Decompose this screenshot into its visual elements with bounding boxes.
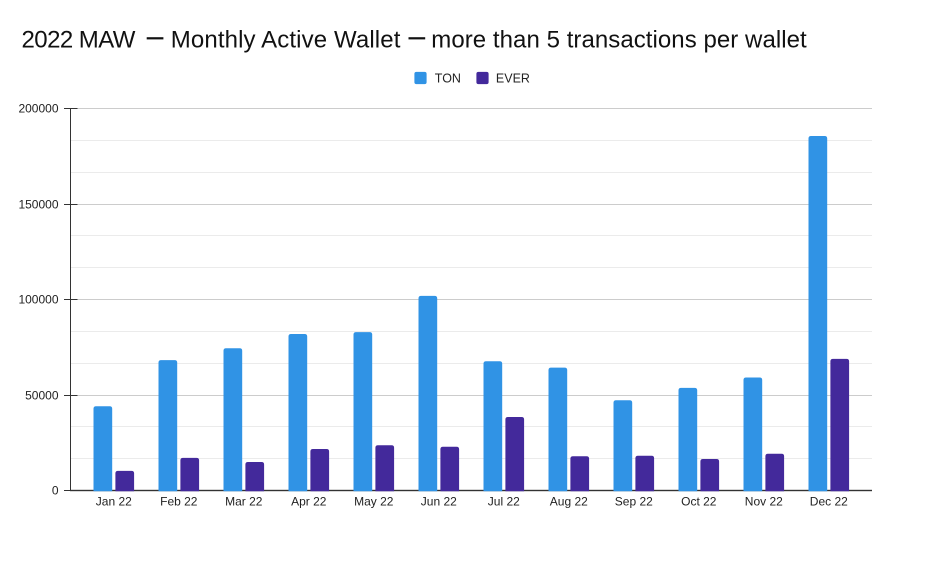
svg-text:50000: 50000 <box>25 389 59 403</box>
svg-text:Oct 22: Oct 22 <box>681 495 717 509</box>
svg-text:Mar 22: Mar 22 <box>225 495 263 509</box>
svg-text:EVER: EVER <box>496 72 530 86</box>
svg-text:100000: 100000 <box>18 293 58 307</box>
svg-text:Jun 22: Jun 22 <box>421 495 457 509</box>
svg-text:Apr 22: Apr 22 <box>291 495 327 509</box>
svg-text:May 22: May 22 <box>354 495 394 509</box>
svg-text:2022 MAW: 2022 MAW <box>22 27 136 54</box>
svg-text:Monthly Active Wallet: Monthly Active Wallet <box>171 27 401 54</box>
svg-text:Aug 22: Aug 22 <box>550 495 588 509</box>
svg-text:200000: 200000 <box>18 102 58 116</box>
svg-text:Nov 22: Nov 22 <box>745 495 783 509</box>
svg-text:150000: 150000 <box>18 198 58 212</box>
svg-text:more than 5 transactions per w: more than 5 transactions per wallet <box>431 27 807 54</box>
svg-text:Dec 22: Dec 22 <box>810 495 848 509</box>
svg-text:Jul 22: Jul 22 <box>488 495 520 509</box>
svg-text:Jan 22: Jan 22 <box>96 495 132 509</box>
svg-text:TON: TON <box>435 72 461 86</box>
svg-text:Sep 22: Sep 22 <box>615 495 653 509</box>
svg-text:0: 0 <box>52 484 59 498</box>
svg-text:Feb 22: Feb 22 <box>160 495 198 509</box>
